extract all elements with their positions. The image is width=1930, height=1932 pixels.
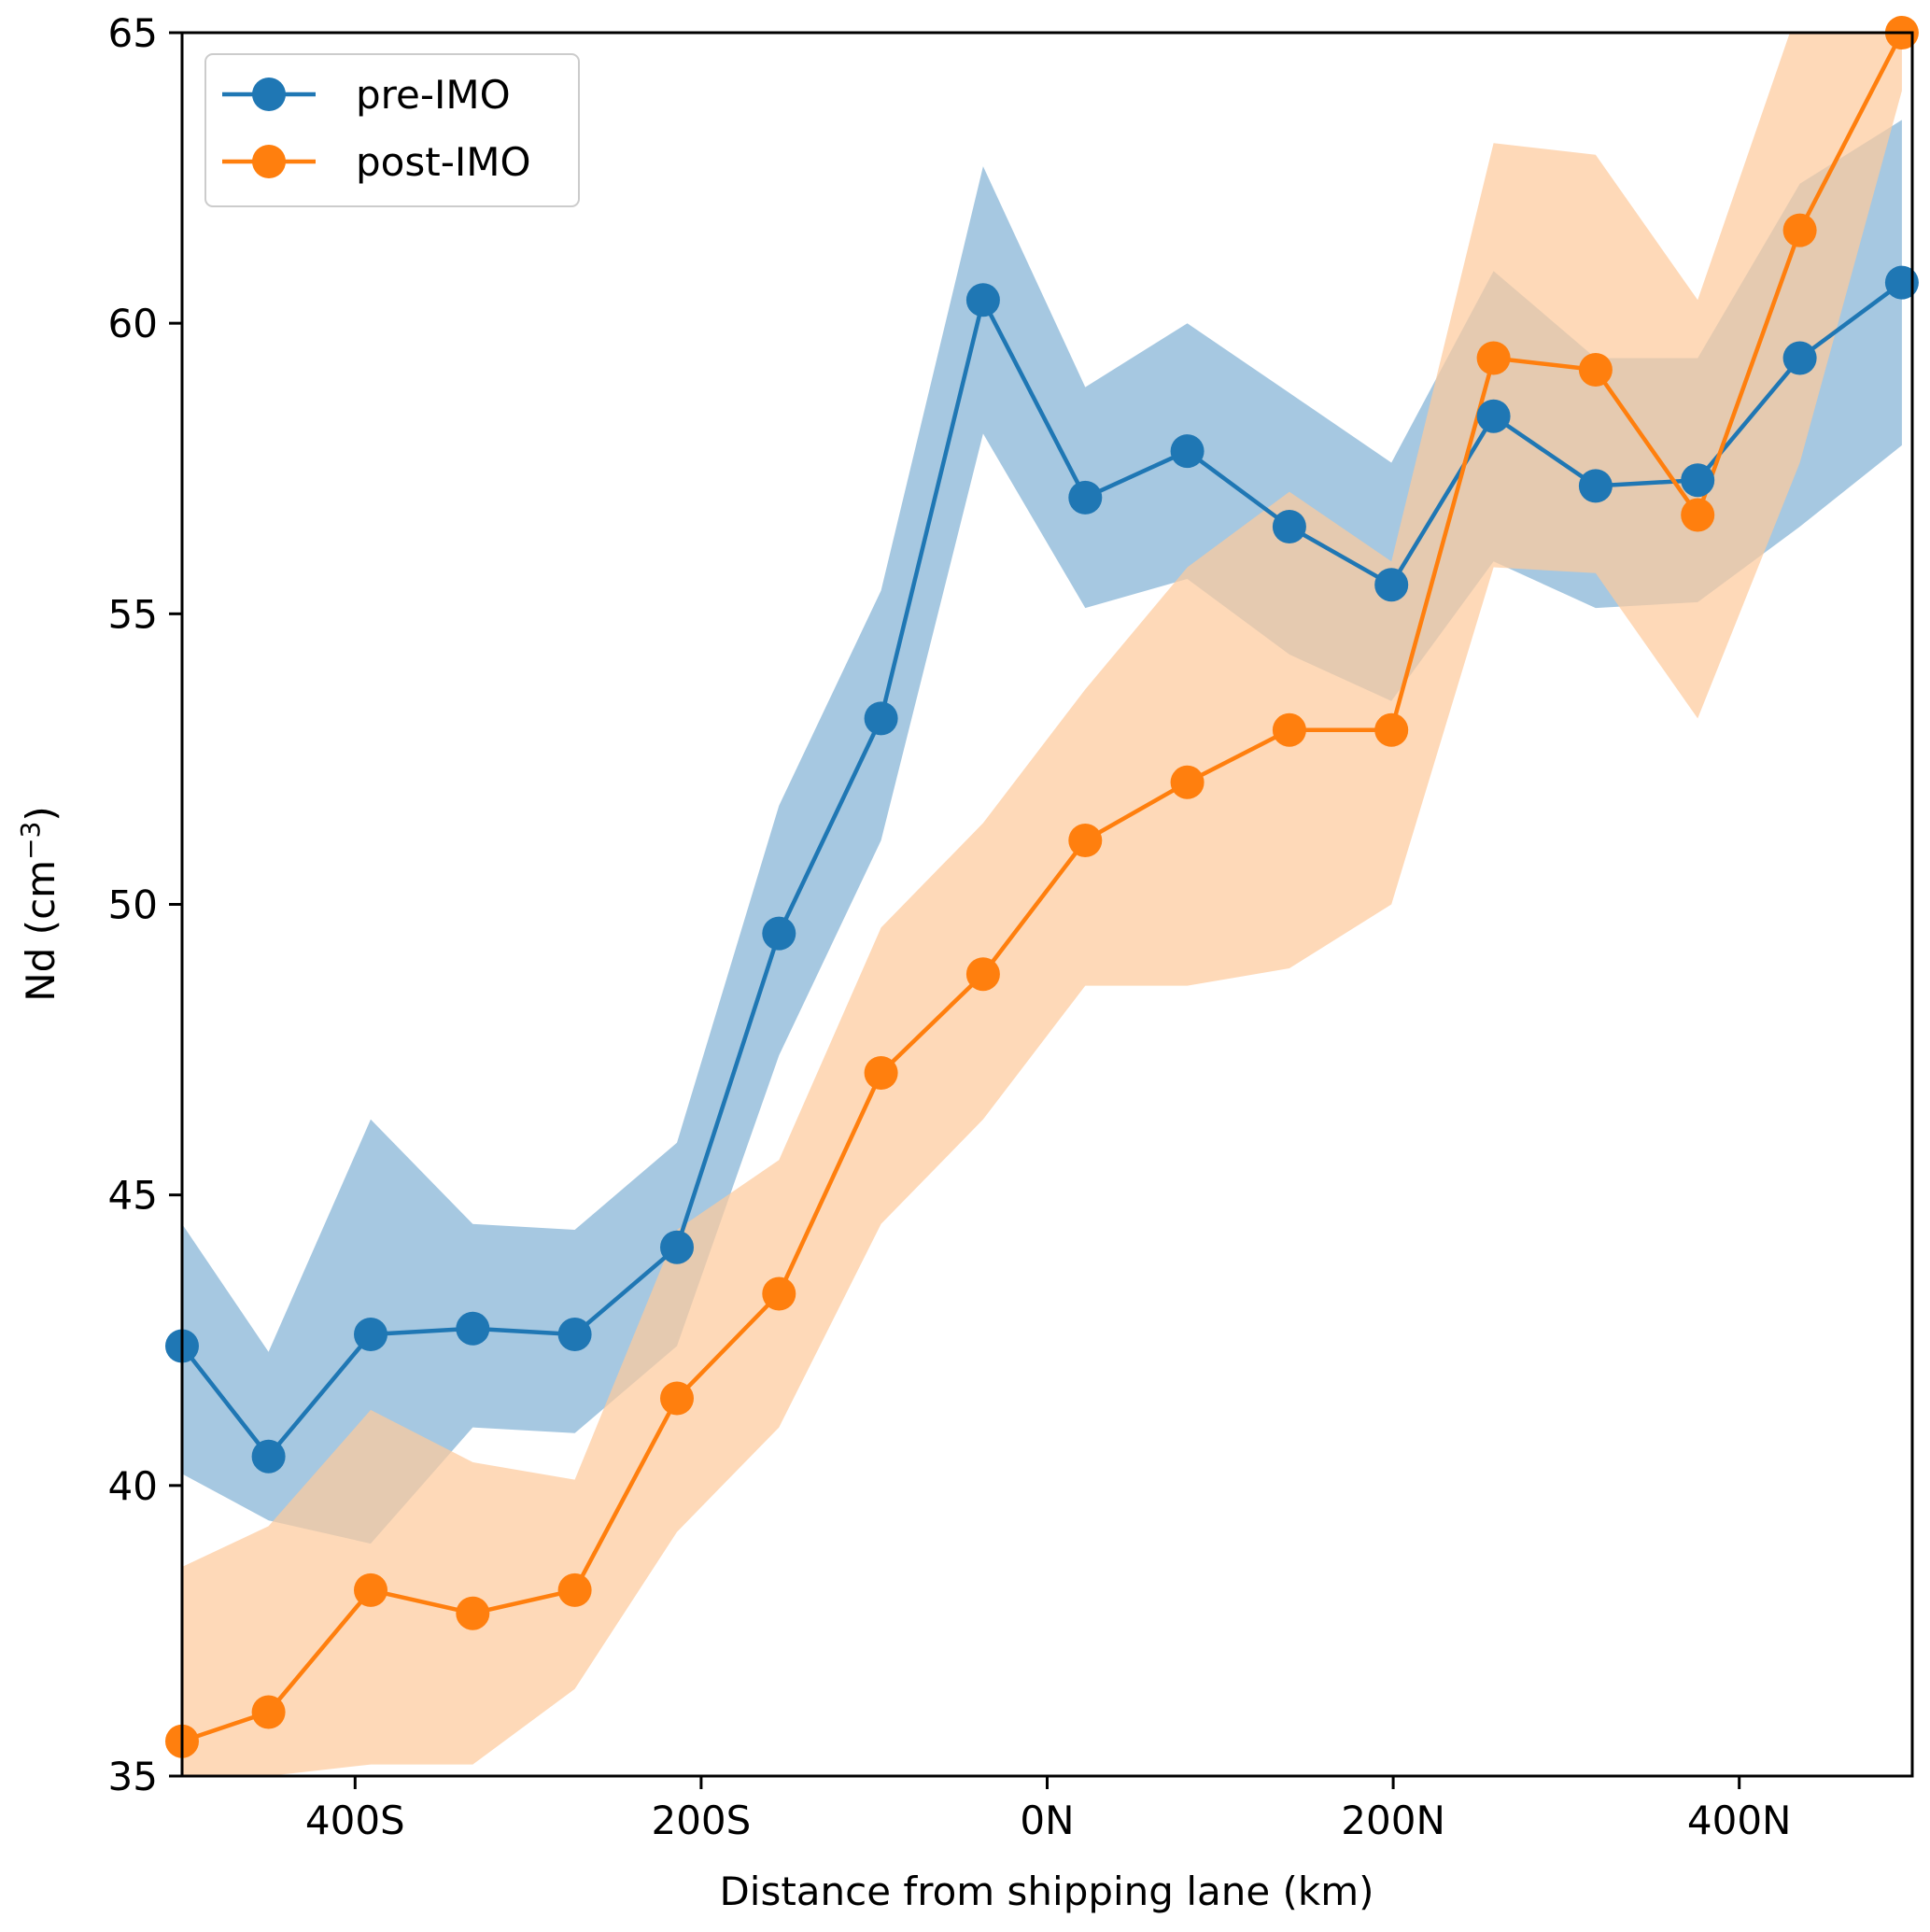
y-tick-label: 40 [108,1463,158,1509]
y-tick-label: 55 [108,591,158,637]
point-post-imo [354,1572,387,1607]
point-pre-imo [1681,463,1715,498]
y-tick-label: 65 [108,10,158,56]
point-post-imo [660,1381,694,1416]
y-tick-label: 45 [108,1173,158,1219]
x-tick-label: 400N [1687,1798,1792,1843]
line-post-imo [182,33,1904,1743]
x-tick-label: 200N [1341,1798,1445,1843]
series-lines [182,33,1904,1743]
y-axis-label-close: ) [18,806,63,821]
point-post-imo [1272,712,1306,747]
line-pre-imo [182,280,1904,1459]
point-pre-imo [1272,510,1306,543]
point-post-imo [1782,213,1817,247]
legend-label-post-imo: post-IMO [356,139,531,185]
x-tick-label: 400S [305,1798,405,1843]
y-axis-label-main: Nd (cm [18,860,63,1002]
point-pre-imo [1170,434,1204,469]
x-tick-label: 200S [651,1798,751,1843]
legend-label-pre-imo: pre-IMO [356,72,511,118]
point-pre-imo [762,916,796,951]
legend: pre-IMO post-IMO [204,53,580,207]
point-pre-imo [1374,568,1409,602]
point-pre-imo [1476,399,1511,433]
y-axis-ticks: 35 40 45 50 55 60 65 [108,10,182,1799]
x-axis-ticks: 400S 200S 0N 200N 400N [305,1776,1792,1843]
y-tick-label: 50 [108,882,158,928]
point-post-imo [1578,353,1613,387]
point-post-imo [1476,341,1511,375]
point-pre-imo [660,1230,694,1264]
point-post-imo [251,1695,286,1729]
point-pre-imo [965,283,1000,317]
point-pre-imo [864,701,898,736]
y-axis-label-superscript: −3 [15,822,46,860]
point-pre-imo [1068,480,1103,515]
point-post-imo [864,1056,898,1090]
point-post-imo [456,1596,490,1630]
series-markers [165,16,1919,1758]
x-axis-label: Distance from shipping lane (km) [719,1869,1374,1914]
legend-marker-post-imo [252,145,286,178]
point-pre-imo [1782,341,1817,375]
y-axis-label: Nd (cm−3) [15,806,63,1002]
y-tick-label: 35 [108,1754,158,1799]
point-pre-imo [1578,469,1613,503]
point-pre-imo [456,1311,490,1346]
point-post-imo [1374,712,1409,747]
point-post-imo [557,1572,592,1607]
legend-marker-pre-imo [252,78,286,111]
confidence-bands [182,33,1902,1776]
point-post-imo [1068,824,1103,857]
x-tick-label: 0N [1020,1798,1074,1843]
point-post-imo [965,957,1000,992]
point-post-imo [1681,498,1715,532]
point-pre-imo [557,1318,592,1351]
point-post-imo [1170,765,1204,799]
point-pre-imo [1884,265,1919,300]
y-tick-label: 60 [108,301,158,346]
point-post-imo [762,1276,796,1311]
band-post-imo [182,33,1902,1776]
point-pre-imo [354,1318,387,1351]
point-pre-imo [251,1439,286,1474]
